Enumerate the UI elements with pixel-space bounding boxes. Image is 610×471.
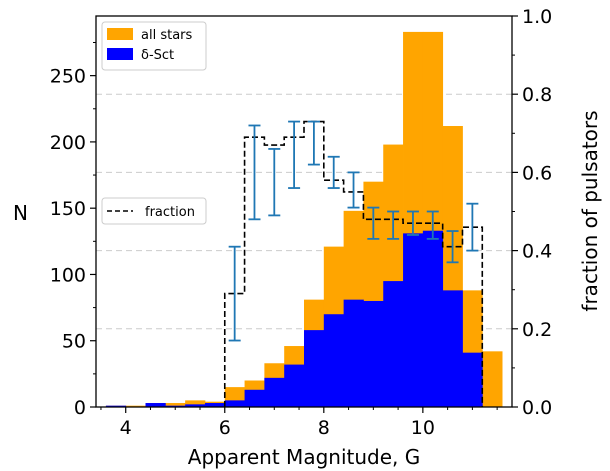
y-right-tick-label: 1.0 — [522, 6, 552, 28]
fraction-line — [223, 120, 484, 407]
y-axis-label-left: N — [13, 201, 28, 225]
bar — [422, 230, 444, 407]
x-tick-label: 10 — [411, 417, 435, 439]
legend-label: fraction — [145, 205, 195, 220]
legend-swatch — [107, 48, 133, 60]
y-left-tick-label: 50 — [62, 331, 86, 353]
x-tick-label: 6 — [219, 417, 231, 439]
bar — [442, 290, 463, 407]
y-right-tick-label: 0.2 — [522, 319, 552, 341]
x-axis-label: Apparent Magnitude, G — [188, 445, 420, 469]
bar — [185, 404, 206, 407]
bar — [185, 400, 206, 407]
fraction-line-group — [223, 120, 484, 407]
bar — [224, 400, 245, 407]
bar — [145, 403, 166, 407]
y-right-tick-label: 0.8 — [522, 84, 552, 106]
y-left-tick-label: 100 — [50, 264, 86, 286]
y-left-tick-label: 150 — [50, 198, 86, 220]
y-axis-label-right: fraction of pulsators — [578, 110, 602, 311]
legend-box-middle — [101, 197, 207, 225]
bar — [462, 352, 483, 407]
x-tick-label: 8 — [318, 417, 330, 439]
y-left-tick-label: 200 — [50, 132, 86, 154]
legend-swatch — [107, 28, 133, 40]
bar — [403, 233, 424, 407]
bar — [482, 351, 503, 407]
bar — [343, 299, 364, 407]
bar — [165, 403, 186, 407]
y-right-tick-label: 0.0 — [522, 397, 552, 419]
y-right-tick-label: 0.6 — [522, 162, 552, 184]
bar — [284, 364, 305, 407]
y-left-tick-label: 0 — [74, 397, 86, 419]
legend-label: all stars — [141, 28, 193, 43]
bar — [304, 330, 325, 407]
bar — [105, 405, 127, 407]
y-left-tick-label: 250 — [50, 66, 86, 88]
bar — [383, 281, 404, 407]
bar — [204, 403, 226, 407]
legend: all stars δ-Sct fraction — [101, 21, 207, 225]
bar — [244, 389, 265, 407]
bar — [323, 314, 345, 407]
y-right-tick-label: 0.4 — [522, 241, 552, 263]
bar — [125, 405, 146, 407]
legend-label: δ-Sct — [141, 48, 174, 63]
bars-dsct — [105, 230, 483, 407]
bar — [264, 377, 285, 407]
x-tick-label: 4 — [120, 417, 132, 439]
bar — [363, 300, 384, 407]
errorbars-group — [228, 120, 479, 342]
bar — [165, 405, 186, 407]
